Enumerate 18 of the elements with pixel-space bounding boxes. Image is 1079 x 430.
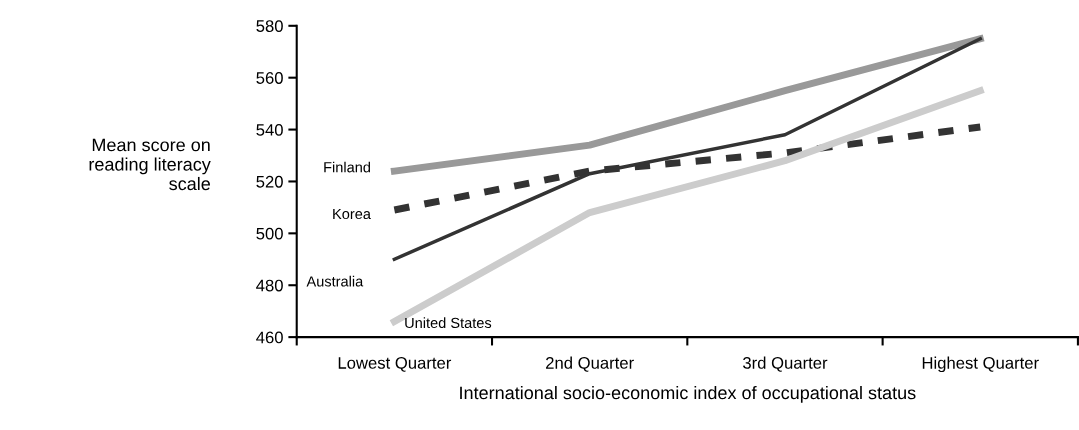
series-label: Finland [324,161,370,173]
x-tick-label: 3rd Quarter [743,356,828,372]
y-tick-label: 560 [256,72,283,84]
x-axis-title: International socio-economic index of occupational status [460,385,916,403]
y-tick-label: 540 [256,123,283,136]
y-axis-title: Mean score on reading literacy scale [89,138,211,191]
y-tick-label: 480 [256,279,283,292]
y-tick-label: 500 [256,227,283,240]
line-series [392,37,983,262]
x-tick-label: Lowest Quarter [338,357,452,372]
y-tick-label: 460 [256,331,283,344]
x-tick-label: 2nd Quarter [546,356,634,372]
y-tick-label: 520 [256,175,283,188]
series-label: Korea [333,208,371,220]
x-tick-label: Highest Quarter [922,356,1039,373]
y-tick-label: 580 [256,20,283,32]
series-label: United States [405,317,492,329]
text: Australia [306,275,364,287]
